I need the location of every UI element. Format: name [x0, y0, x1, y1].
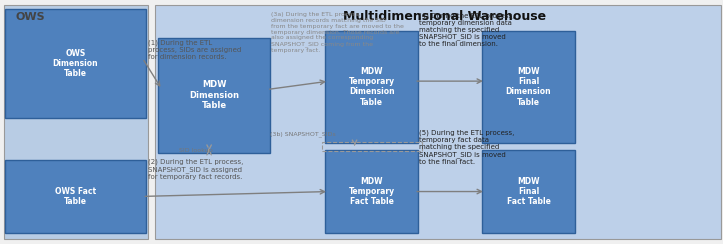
Text: MDW
Temporary
Dimension
Table: MDW Temporary Dimension Table — [348, 67, 395, 107]
Text: MDW
Final
Dimension
Table: MDW Final Dimension Table — [505, 67, 552, 107]
FancyBboxPatch shape — [158, 38, 270, 152]
Text: MDW
Dimension
Table: MDW Dimension Table — [189, 80, 239, 110]
FancyBboxPatch shape — [4, 5, 148, 239]
Text: SID lookup: SID lookup — [179, 148, 213, 152]
Text: MDW
Final
Fact Table: MDW Final Fact Table — [507, 177, 550, 206]
FancyBboxPatch shape — [325, 30, 418, 143]
Text: (3a) During the ETL process,
dimension records matching the SID
from the tempora: (3a) During the ETL process, dimension r… — [271, 12, 404, 53]
FancyBboxPatch shape — [5, 9, 146, 118]
Text: OWS Fact
Table: OWS Fact Table — [55, 187, 96, 206]
Text: (3b) SNAPSHOT_SIDs: (3b) SNAPSHOT_SIDs — [270, 132, 335, 137]
Text: OWS
Dimension
Table: OWS Dimension Table — [53, 49, 98, 78]
FancyBboxPatch shape — [325, 150, 418, 233]
Text: Multidimensional Warehouse: Multidimensional Warehouse — [343, 10, 546, 23]
Text: OWS: OWS — [16, 12, 46, 22]
Text: (4) During the ETL process,
temporary dimension data
matching the specified
SNAP: (4) During the ETL process, temporary di… — [419, 12, 515, 47]
FancyBboxPatch shape — [5, 160, 146, 233]
FancyBboxPatch shape — [482, 150, 575, 233]
Text: MDW
Temporary
Fact Table: MDW Temporary Fact Table — [348, 177, 395, 206]
Text: (2) During the ETL process,
SNAPSHOT_SID is assigned
for temporary fact records.: (2) During the ETL process, SNAPSHOT_SID… — [148, 159, 244, 180]
FancyBboxPatch shape — [482, 30, 575, 143]
Text: (5) During the ETL process,
temporary fact data
matching the specified
SNAPSHOT_: (5) During the ETL process, temporary fa… — [419, 129, 515, 164]
Bar — [322, 142, 422, 151]
Text: (1) During the ETL
process, SIDs are assigned
for dimension records.: (1) During the ETL process, SIDs are ass… — [148, 39, 241, 60]
FancyBboxPatch shape — [155, 5, 721, 239]
